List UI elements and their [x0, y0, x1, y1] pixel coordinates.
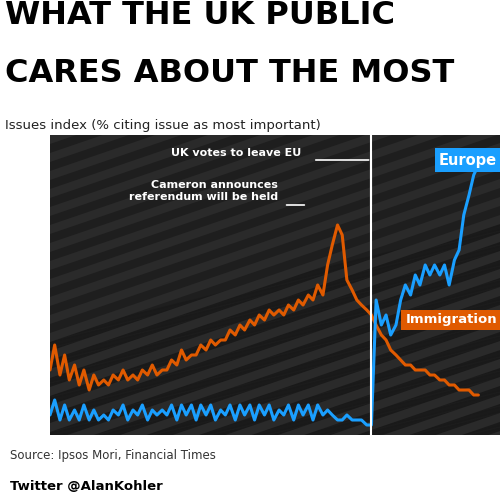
- Polygon shape: [0, 135, 497, 435]
- Polygon shape: [172, 135, 500, 435]
- Polygon shape: [0, 135, 500, 435]
- Polygon shape: [488, 135, 500, 435]
- Polygon shape: [0, 135, 76, 435]
- Text: CARES ABOUT THE MOST: CARES ABOUT THE MOST: [5, 58, 454, 89]
- Text: Cameron announces
referendum will be held: Cameron announces referendum will be hel…: [129, 180, 278, 203]
- Polygon shape: [0, 135, 340, 435]
- Text: Index: Index: [10, 109, 53, 123]
- Polygon shape: [330, 135, 500, 435]
- Polygon shape: [68, 135, 500, 435]
- Text: Twitter @AlanKohler: Twitter @AlanKohler: [10, 480, 163, 494]
- Polygon shape: [0, 135, 286, 435]
- Text: Issues index (% citing issue as most important): Issues index (% citing issue as most imp…: [5, 119, 321, 132]
- Text: Immigration: Immigration: [406, 314, 497, 326]
- Text: Europe: Europe: [439, 152, 497, 168]
- Polygon shape: [15, 135, 500, 435]
- Polygon shape: [0, 135, 182, 435]
- Polygon shape: [226, 135, 500, 435]
- Text: UK votes to leave EU: UK votes to leave EU: [171, 148, 302, 158]
- Polygon shape: [0, 135, 500, 435]
- Polygon shape: [436, 135, 500, 435]
- Text: Source: Ipsos Mori, Financial Times: Source: Ipsos Mori, Financial Times: [10, 450, 216, 462]
- Polygon shape: [120, 135, 500, 435]
- Polygon shape: [0, 135, 500, 435]
- Polygon shape: [0, 135, 500, 435]
- Polygon shape: [0, 135, 500, 435]
- Polygon shape: [0, 135, 444, 435]
- Text: WHAT THE UK PUBLIC: WHAT THE UK PUBLIC: [5, 0, 395, 31]
- Polygon shape: [278, 135, 500, 435]
- Polygon shape: [0, 135, 500, 435]
- Polygon shape: [0, 135, 234, 435]
- Polygon shape: [0, 135, 129, 435]
- Polygon shape: [0, 135, 392, 435]
- Polygon shape: [383, 135, 500, 435]
- Polygon shape: [0, 135, 500, 435]
